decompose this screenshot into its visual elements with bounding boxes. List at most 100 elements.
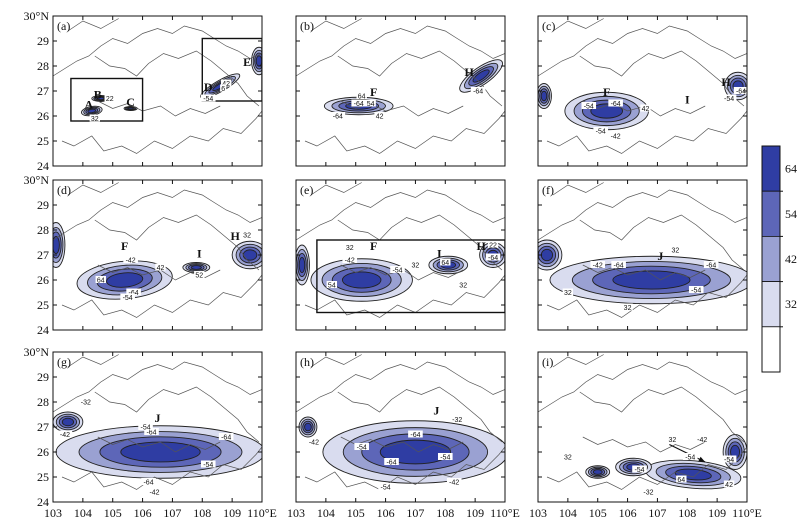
contour-label-bg bbox=[562, 288, 574, 296]
province-border bbox=[53, 189, 262, 241]
contour-label-bg bbox=[611, 261, 626, 268]
contour-label-bg bbox=[218, 433, 234, 440]
contour-label: 6 bbox=[221, 86, 225, 93]
contour-band-3 bbox=[53, 236, 60, 254]
highlight-box bbox=[316, 239, 505, 314]
contour-label: -54 bbox=[685, 455, 695, 462]
contour-band-3 bbox=[242, 249, 258, 261]
contour-label: 32 bbox=[459, 283, 467, 290]
contour-label-bg bbox=[410, 261, 421, 268]
contour-label: -42 bbox=[149, 490, 159, 497]
panel-background bbox=[296, 180, 505, 330]
contour-label: 22 bbox=[489, 243, 497, 250]
panel-plot-area: 32 -42 -54 -54 -54 32 64 42 -32 (i) bbox=[538, 352, 747, 502]
province-border bbox=[538, 189, 747, 241]
highlight-box bbox=[70, 77, 144, 122]
panel-plot-area: -32 -64 -54 -64 -54 -54 -42 -42 J (h) bbox=[296, 352, 505, 502]
colorbar-segment bbox=[761, 145, 781, 192]
province-border bbox=[337, 50, 503, 107]
x-tick-label: 103 bbox=[44, 506, 62, 520]
contour-label: -54 bbox=[584, 104, 594, 111]
colorbar-tick-label: 64 bbox=[785, 162, 797, 176]
feature-label: H bbox=[230, 229, 240, 243]
contour-label-bg bbox=[123, 256, 138, 263]
contour-band-3 bbox=[590, 103, 624, 119]
province-border bbox=[53, 25, 262, 77]
panel-h: -32 -64 -54 -64 -54 -54 -42 -42 J (h) 103 104 105 106… bbox=[287, 351, 520, 520]
contour-label-bg bbox=[408, 430, 423, 438]
contour-label: -54 bbox=[357, 445, 367, 452]
contour-label-bg bbox=[141, 478, 156, 485]
province-border bbox=[304, 110, 505, 154]
feature-label: F bbox=[121, 239, 128, 253]
province-border bbox=[310, 182, 362, 196]
province-border bbox=[94, 50, 260, 107]
feature-label: F bbox=[370, 239, 377, 253]
x-tick-label: 107 bbox=[406, 506, 424, 520]
y-tick-label: 29 bbox=[37, 198, 49, 212]
contour-band-3 bbox=[540, 248, 554, 262]
contour-label: -64 bbox=[614, 263, 624, 270]
contour-label-bg bbox=[470, 87, 486, 94]
contour-band-3 bbox=[304, 422, 312, 432]
contour-band-3 bbox=[255, 55, 262, 67]
contour-band-3 bbox=[190, 265, 202, 270]
province-border bbox=[546, 110, 747, 154]
contour-label-bg bbox=[365, 99, 376, 107]
province-border bbox=[94, 386, 260, 443]
x-tick-label: 105 bbox=[589, 506, 607, 520]
x-tick-label: 108 bbox=[678, 506, 696, 520]
contour-label-bg bbox=[390, 266, 405, 273]
x-tick-label: 109 bbox=[708, 506, 726, 520]
contour-label-bg bbox=[487, 241, 499, 248]
contour-band-3 bbox=[96, 96, 105, 101]
contour-label: 32 bbox=[91, 116, 99, 123]
contour-band-3 bbox=[540, 90, 548, 102]
contour-label-bg bbox=[688, 286, 704, 293]
contour-label-bg bbox=[721, 455, 737, 463]
panel-label: (b) bbox=[300, 19, 314, 33]
y-tick-label: 26 bbox=[37, 445, 49, 459]
contour-label: 32 bbox=[624, 305, 632, 312]
contour-label: -64 bbox=[410, 432, 420, 439]
x-tick-label: 104 bbox=[559, 506, 577, 520]
colorbar-tick-label: 42 bbox=[785, 252, 797, 266]
contour-label: -42 bbox=[611, 134, 621, 141]
contour-label-bg bbox=[694, 435, 710, 443]
x-tick-label: 109 bbox=[223, 506, 241, 520]
province-border bbox=[296, 25, 505, 77]
colorbar: 32 42 54 64 bbox=[761, 145, 797, 373]
contour-label: -54 bbox=[123, 295, 133, 302]
province-border bbox=[67, 354, 119, 368]
contour-label-bg bbox=[306, 438, 322, 445]
y-tick-label: 29 bbox=[37, 34, 49, 48]
panel-background bbox=[53, 16, 262, 166]
panel-label: (g) bbox=[57, 355, 71, 369]
contour-label-bg bbox=[378, 483, 393, 490]
y-tick-label: 24 bbox=[37, 159, 49, 173]
panel-i: 32 -42 -54 -54 -54 32 64 42 -32 (i) 103 104 105 106 10… bbox=[529, 351, 762, 520]
contour-label-bg bbox=[344, 243, 355, 251]
panel-background bbox=[53, 180, 262, 330]
contour-label-bg bbox=[723, 480, 735, 488]
y-tick-label: 26 bbox=[37, 273, 49, 287]
province-border bbox=[310, 18, 362, 32]
x-tick-label: 103 bbox=[529, 506, 547, 520]
contour-label: -64 bbox=[488, 255, 498, 262]
province-border bbox=[337, 214, 503, 271]
contour-label: -42 bbox=[593, 263, 603, 270]
province-border bbox=[579, 386, 745, 443]
x-tick-label: 106 bbox=[377, 506, 395, 520]
x-tick-label: 108 bbox=[436, 506, 454, 520]
y-tick-label: 30°N bbox=[24, 9, 50, 23]
contour-label-bg bbox=[126, 288, 141, 296]
contour-label: -54 bbox=[440, 455, 450, 462]
contour-label-bg bbox=[670, 246, 681, 253]
x-tick-label: 108 bbox=[193, 506, 211, 520]
province-border bbox=[296, 189, 505, 241]
panel-background bbox=[538, 180, 747, 330]
panel-label: (i) bbox=[542, 355, 553, 369]
panel-g: -32-64-54-42 -64-64-54-42J(g)242526272829… bbox=[24, 345, 277, 520]
province-border bbox=[546, 446, 747, 490]
